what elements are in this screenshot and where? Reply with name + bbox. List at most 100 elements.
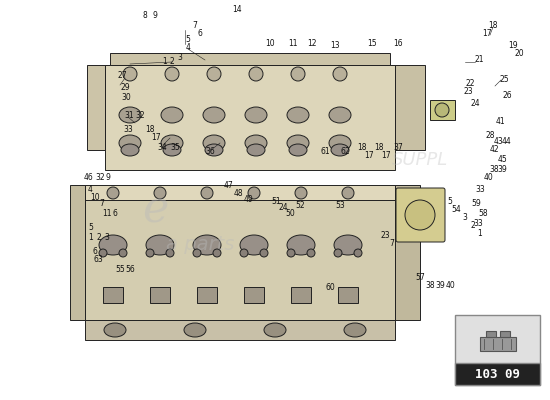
Ellipse shape bbox=[329, 135, 351, 151]
Ellipse shape bbox=[264, 323, 286, 337]
Ellipse shape bbox=[163, 144, 181, 156]
Text: 15: 15 bbox=[367, 38, 377, 48]
Text: 56: 56 bbox=[125, 266, 135, 274]
Text: 2: 2 bbox=[471, 220, 475, 230]
Circle shape bbox=[166, 249, 174, 257]
Ellipse shape bbox=[203, 107, 225, 123]
Text: 3: 3 bbox=[463, 212, 468, 222]
Ellipse shape bbox=[184, 323, 206, 337]
Circle shape bbox=[307, 249, 315, 257]
Bar bbox=[103, 287, 123, 303]
Text: 17: 17 bbox=[381, 152, 391, 160]
Circle shape bbox=[295, 187, 307, 199]
Ellipse shape bbox=[119, 135, 141, 151]
Text: 51: 51 bbox=[271, 198, 281, 206]
Bar bbox=[87, 65, 105, 150]
Text: 11: 11 bbox=[288, 38, 298, 48]
Text: 2: 2 bbox=[97, 232, 101, 242]
Bar bbox=[455, 315, 540, 385]
Circle shape bbox=[287, 249, 295, 257]
Text: 32: 32 bbox=[135, 110, 145, 120]
Bar bbox=[150, 287, 170, 303]
Bar bbox=[85, 200, 395, 320]
Text: 62: 62 bbox=[340, 148, 350, 156]
Circle shape bbox=[405, 200, 435, 230]
Text: SUPPL: SUPPL bbox=[392, 151, 448, 169]
Text: 103 09: 103 09 bbox=[475, 368, 520, 380]
Text: 38: 38 bbox=[489, 166, 499, 174]
Text: 13: 13 bbox=[330, 40, 340, 50]
Ellipse shape bbox=[287, 107, 309, 123]
Text: 18: 18 bbox=[374, 144, 384, 152]
Text: 18: 18 bbox=[358, 144, 367, 152]
Text: 2: 2 bbox=[169, 56, 174, 66]
Bar bbox=[105, 65, 395, 170]
Text: 23: 23 bbox=[463, 88, 473, 96]
Text: 17: 17 bbox=[482, 28, 492, 38]
Circle shape bbox=[123, 67, 137, 81]
Text: 5: 5 bbox=[448, 198, 453, 206]
Bar bbox=[291, 287, 311, 303]
Text: 61: 61 bbox=[320, 148, 330, 156]
Text: 9: 9 bbox=[106, 174, 111, 182]
Text: 7: 7 bbox=[192, 20, 197, 30]
Text: 7: 7 bbox=[389, 238, 394, 248]
Text: 26: 26 bbox=[502, 90, 512, 100]
Text: 5: 5 bbox=[89, 222, 94, 232]
Text: 37: 37 bbox=[393, 144, 403, 152]
Circle shape bbox=[342, 187, 354, 199]
Text: 25: 25 bbox=[499, 76, 509, 84]
Text: 54: 54 bbox=[451, 206, 461, 214]
Circle shape bbox=[201, 187, 213, 199]
Circle shape bbox=[248, 187, 260, 199]
Text: 1: 1 bbox=[163, 56, 167, 66]
Text: 40: 40 bbox=[484, 174, 494, 182]
Ellipse shape bbox=[240, 235, 268, 255]
Circle shape bbox=[146, 249, 154, 257]
Text: 6: 6 bbox=[197, 28, 202, 38]
Text: 32: 32 bbox=[95, 174, 105, 182]
Text: 28: 28 bbox=[485, 130, 495, 140]
Ellipse shape bbox=[331, 144, 349, 156]
Ellipse shape bbox=[146, 235, 174, 255]
Circle shape bbox=[119, 249, 127, 257]
Text: 8: 8 bbox=[142, 10, 147, 20]
Circle shape bbox=[249, 67, 263, 81]
Circle shape bbox=[99, 249, 107, 257]
Circle shape bbox=[240, 249, 248, 257]
Text: 41: 41 bbox=[495, 118, 505, 126]
Text: 39: 39 bbox=[435, 280, 445, 290]
Ellipse shape bbox=[247, 144, 265, 156]
Text: 31: 31 bbox=[124, 110, 134, 120]
Text: 58: 58 bbox=[478, 208, 488, 218]
Text: 1: 1 bbox=[89, 232, 94, 242]
Text: 59: 59 bbox=[471, 198, 481, 208]
Ellipse shape bbox=[344, 323, 366, 337]
Text: 4: 4 bbox=[185, 44, 190, 52]
Bar bbox=[486, 331, 496, 337]
Text: 60: 60 bbox=[325, 284, 335, 292]
Text: 20: 20 bbox=[514, 48, 524, 58]
Ellipse shape bbox=[245, 107, 267, 123]
Circle shape bbox=[154, 187, 166, 199]
Bar bbox=[395, 65, 425, 150]
Ellipse shape bbox=[329, 107, 351, 123]
Text: 35: 35 bbox=[170, 142, 180, 152]
Ellipse shape bbox=[99, 235, 127, 255]
Text: 47: 47 bbox=[223, 180, 233, 190]
Text: 39: 39 bbox=[497, 166, 507, 174]
Text: 18: 18 bbox=[145, 126, 155, 134]
Bar bbox=[430, 100, 455, 120]
Text: 21: 21 bbox=[474, 56, 484, 64]
Text: 23: 23 bbox=[380, 230, 390, 240]
Text: 44: 44 bbox=[502, 138, 512, 146]
Text: 49: 49 bbox=[243, 196, 253, 204]
Text: 24: 24 bbox=[278, 204, 288, 212]
Text: 27: 27 bbox=[117, 70, 127, 80]
Text: 6: 6 bbox=[113, 210, 118, 218]
Ellipse shape bbox=[161, 135, 183, 151]
Circle shape bbox=[333, 67, 347, 81]
Bar bbox=[244, 287, 264, 303]
Text: 17: 17 bbox=[151, 134, 161, 142]
Bar bbox=[455, 363, 540, 385]
